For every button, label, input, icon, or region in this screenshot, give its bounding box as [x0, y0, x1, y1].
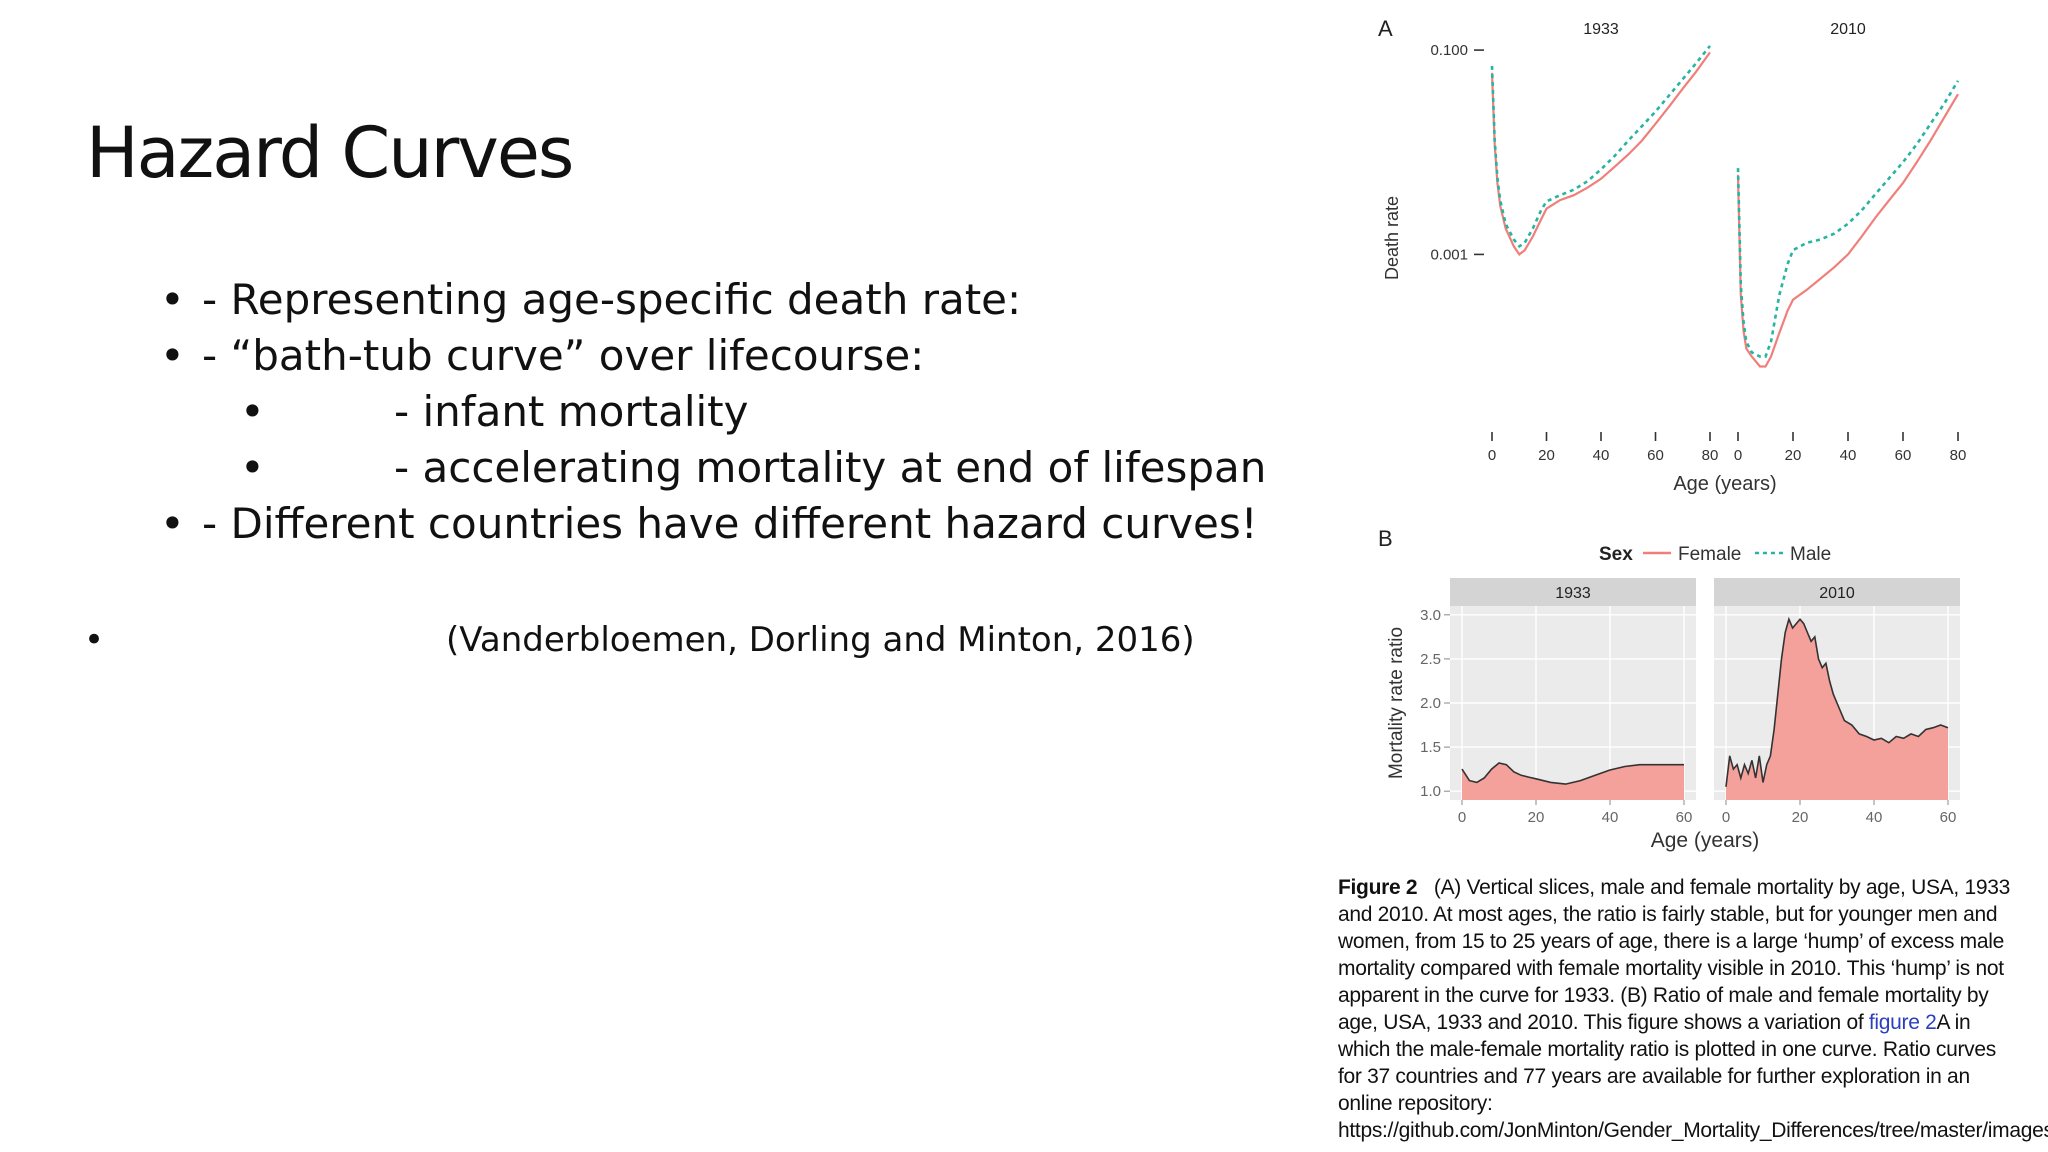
x-axis-label: Age (years): [1673, 473, 1776, 495]
bullet-text: - “bath-tub curve” over lifecourse:: [202, 331, 925, 380]
bullet-text: - accelerating mortality at end of lifes…: [394, 443, 1267, 492]
ratio-line: [1461, 762, 1684, 785]
bullet-glyph: •: [84, 620, 105, 660]
y-tick-label: 3.0: [1420, 607, 1441, 624]
legend-title: Sex: [1599, 544, 1633, 565]
y-tick-label: 1.5: [1420, 739, 1441, 756]
x-tick-label: 40: [1602, 809, 1619, 826]
female-series-line: [1736, 93, 1959, 368]
panel-a-label: A: [1378, 16, 1393, 41]
citation-text: (Vanderbloemen, Dorling and Minton, 2016…: [446, 620, 1195, 660]
y-tick-label: 2.5: [1420, 651, 1441, 668]
x-tick-label: 20: [1528, 809, 1545, 826]
x-axis-label: Age (years): [1651, 829, 1760, 852]
bullet-text: - infant mortality: [394, 387, 749, 436]
figure-caption: Figure 2 (A) Vertical slices, male and f…: [1338, 874, 2048, 1144]
legend-male-label: Male: [1790, 544, 1831, 565]
bullet-item: • - Representing age-specific death rate:: [160, 272, 1266, 328]
x-tick-label: 60: [1895, 447, 1912, 464]
facet-strip: [1450, 578, 1696, 606]
y-tick-label: 1.0: [1420, 783, 1441, 800]
x-tick-label: 40: [1840, 447, 1857, 464]
x-tick-label: 0: [1734, 447, 1742, 464]
facet-strip: [1714, 578, 1960, 606]
ratio-line: [1725, 616, 1949, 787]
bullet-glyph: •: [160, 331, 185, 380]
caption-link[interactable]: figure 2: [1868, 1011, 1937, 1034]
hazard-figure: A B 1933 0 20 40 60 80 2010 0 20 40 60 80 0.001 0.100…: [1378, 16, 1966, 852]
x-tick-label: 60: [1676, 809, 1693, 826]
x-tick-label: 40: [1593, 447, 1610, 464]
bullet-glyph: •: [240, 443, 265, 492]
bullet-glyph: •: [240, 387, 265, 436]
ratio-area: [1462, 763, 1684, 800]
y-tick-label: 0.001: [1430, 246, 1468, 263]
x-tick-label: 40: [1866, 809, 1883, 826]
x-tick-label: 0: [1488, 447, 1496, 464]
facet-label: 1933: [1555, 585, 1591, 602]
slide-title: Hazard Curves: [86, 112, 574, 194]
x-tick-label: 0: [1458, 809, 1466, 826]
x-tick-label: 60: [1647, 447, 1664, 464]
sub-bullet-item: • - accelerating mortality at end of life…: [160, 440, 1266, 496]
y-tick-label: 2.0: [1420, 695, 1441, 712]
chart-panel-a: 1933 0 20 40 60 80 2010 0 20 40 60 80 0.001 0.100 Deat…: [1382, 21, 1966, 495]
bullet-item: • - Different countries have different ha…: [160, 496, 1266, 552]
male-series-line: [1736, 80, 1960, 358]
chart-panel-b: Sex Female Male 1933 0 20 40 60 2010 0 20 40 60 1.0 1.…: [1386, 544, 1960, 852]
sub-bullet-item: • - infant mortality: [160, 384, 1266, 440]
y-axis-label: Death rate: [1382, 196, 1402, 280]
bullet-list: • - Representing age-specific death rate:…: [160, 272, 1266, 552]
legend-female-label: Female: [1678, 544, 1741, 565]
bullet-text: - Different countries have different haz…: [202, 499, 1258, 548]
y-axis-label: Mortality rate ratio: [1386, 627, 1407, 779]
facet-label: 1933: [1583, 21, 1619, 38]
caption-text-2: A in which the male-female mortality rat…: [1338, 1011, 2048, 1142]
facet-label: 2010: [1819, 585, 1855, 602]
male-series-line: [1490, 45, 1712, 249]
x-tick-label: 80: [1702, 447, 1719, 464]
female-series-line: [1490, 51, 1711, 256]
bullet-glyph: •: [160, 499, 185, 548]
x-tick-label: 0: [1722, 809, 1730, 826]
facet-label: 2010: [1830, 21, 1866, 38]
bullet-glyph: •: [160, 275, 185, 324]
x-tick-label: 60: [1940, 809, 1957, 826]
bullet-item: • - “bath-tub curve” over lifecourse:: [160, 328, 1266, 384]
caption-label: Figure 2: [1338, 876, 1418, 899]
panel-b-label: B: [1378, 526, 1393, 551]
caption-text-1: (A) Vertical slices, male and female mor…: [1338, 876, 2010, 1034]
y-tick-label: 0.100: [1430, 42, 1468, 59]
x-tick-label: 80: [1950, 447, 1967, 464]
bullet-text: - Representing age-specific death rate:: [202, 275, 1022, 324]
x-tick-label: 20: [1792, 809, 1809, 826]
x-tick-label: 20: [1538, 447, 1555, 464]
x-tick-label: 20: [1785, 447, 1802, 464]
